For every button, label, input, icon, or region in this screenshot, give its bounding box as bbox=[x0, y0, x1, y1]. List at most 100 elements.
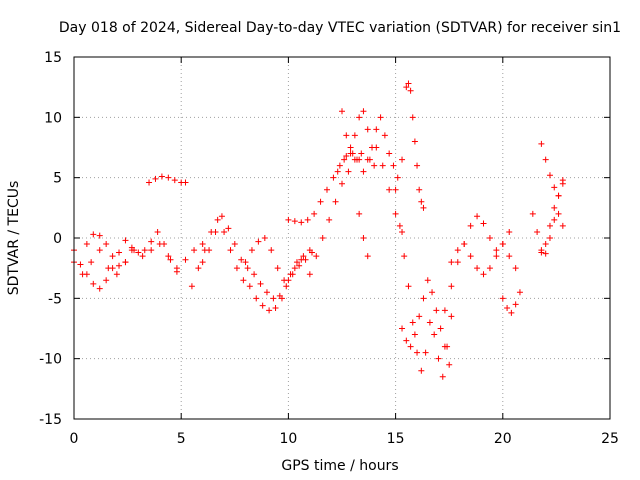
x-tick-label: 10 bbox=[279, 431, 297, 447]
series-trace-7 bbox=[242, 235, 313, 284]
x-tick-label: 20 bbox=[494, 431, 512, 447]
data-point bbox=[238, 256, 245, 263]
series-trace-12 bbox=[339, 108, 406, 181]
data-point bbox=[343, 152, 350, 159]
data-point bbox=[122, 237, 129, 244]
data-point bbox=[313, 253, 320, 260]
data-point bbox=[225, 225, 232, 232]
data-point bbox=[212, 228, 219, 235]
grid bbox=[74, 57, 610, 419]
data-point bbox=[401, 253, 408, 260]
x-tick-label: 0 bbox=[70, 431, 79, 447]
data-point bbox=[317, 198, 324, 205]
data-point bbox=[246, 283, 253, 290]
data-point bbox=[96, 285, 103, 292]
data-point bbox=[559, 222, 566, 229]
data-point bbox=[392, 210, 399, 217]
data-point bbox=[356, 210, 363, 217]
data-point bbox=[167, 256, 174, 263]
data-point bbox=[508, 309, 515, 316]
data-point bbox=[435, 355, 442, 362]
data-point bbox=[542, 241, 549, 248]
data-point bbox=[276, 292, 283, 299]
data-point bbox=[347, 144, 354, 151]
data-point bbox=[261, 235, 268, 241]
data-point bbox=[411, 138, 418, 145]
data-point bbox=[291, 218, 298, 225]
data-point bbox=[268, 247, 275, 254]
data-point bbox=[437, 325, 444, 332]
data-point bbox=[105, 265, 112, 272]
data-point bbox=[538, 140, 545, 147]
x-tick-label: 5 bbox=[177, 431, 186, 447]
data-point bbox=[341, 156, 348, 163]
data-point bbox=[306, 271, 313, 278]
data-point bbox=[396, 222, 403, 229]
data-point bbox=[467, 222, 474, 229]
data-point bbox=[274, 265, 281, 272]
y-axis-label: SDTVAR / TECUs bbox=[6, 181, 22, 296]
data-point bbox=[79, 271, 86, 278]
data-point bbox=[199, 241, 206, 248]
data-point bbox=[354, 156, 361, 163]
data-point bbox=[302, 256, 309, 263]
y-tick-label: 15 bbox=[44, 50, 62, 66]
data-point bbox=[358, 150, 365, 157]
data-point bbox=[431, 331, 438, 338]
data-point bbox=[411, 331, 418, 338]
data-point bbox=[416, 186, 423, 193]
data-point bbox=[148, 247, 155, 254]
data-point bbox=[173, 265, 180, 272]
data-point bbox=[529, 210, 536, 217]
series-trace-5 bbox=[188, 216, 247, 290]
data-point bbox=[559, 177, 566, 184]
data-point bbox=[360, 108, 367, 115]
data-point bbox=[546, 222, 553, 229]
data-point bbox=[555, 210, 562, 217]
data-point bbox=[551, 184, 558, 191]
data-point bbox=[504, 304, 511, 311]
data-point bbox=[516, 289, 523, 296]
data-point bbox=[103, 277, 110, 284]
data-point bbox=[259, 302, 266, 309]
data-point bbox=[441, 307, 448, 314]
data-point bbox=[330, 174, 337, 181]
data-point bbox=[289, 271, 296, 278]
series-trace-16 bbox=[392, 186, 455, 380]
data-point bbox=[122, 259, 129, 266]
data-point bbox=[270, 295, 277, 302]
data-point bbox=[546, 172, 553, 179]
data-point bbox=[364, 126, 371, 133]
series-trace-18 bbox=[441, 213, 519, 314]
data-point bbox=[399, 156, 406, 163]
data-point bbox=[96, 247, 103, 254]
data-point bbox=[542, 250, 549, 257]
data-point bbox=[191, 247, 198, 254]
data-point bbox=[555, 192, 562, 199]
data-point bbox=[88, 259, 95, 266]
x-tick-label: 25 bbox=[601, 431, 619, 447]
series-trace-3 bbox=[83, 231, 135, 269]
data-point bbox=[311, 210, 318, 217]
data-point bbox=[493, 247, 500, 254]
data-point bbox=[360, 235, 367, 241]
data-point bbox=[240, 277, 247, 284]
data-point bbox=[446, 361, 453, 368]
data-point bbox=[272, 304, 279, 311]
data-point bbox=[420, 295, 427, 302]
series-trace-4 bbox=[146, 173, 189, 186]
data-point bbox=[454, 247, 461, 254]
data-point bbox=[182, 179, 189, 186]
data-point bbox=[334, 168, 341, 175]
x-tick-label: 15 bbox=[387, 431, 405, 447]
data-point bbox=[386, 150, 393, 157]
data-point bbox=[424, 277, 431, 284]
data-point bbox=[221, 228, 228, 235]
data-point bbox=[381, 132, 388, 139]
data-point bbox=[448, 283, 455, 290]
data-point bbox=[195, 265, 202, 272]
data-point bbox=[298, 219, 305, 226]
data-point bbox=[407, 343, 414, 350]
data-point bbox=[263, 289, 270, 296]
